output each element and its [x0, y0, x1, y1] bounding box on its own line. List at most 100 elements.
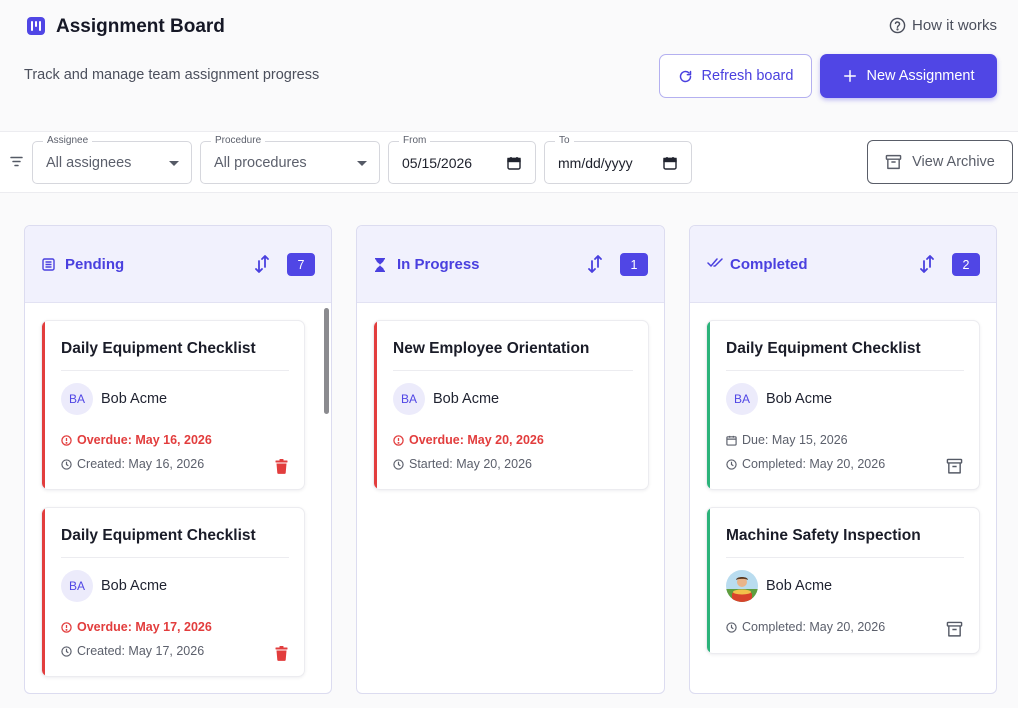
count-badge: 1 [620, 253, 648, 276]
archive-icon[interactable] [946, 621, 963, 638]
procedure-label: Procedure [211, 135, 266, 146]
overdue-date-text: Overdue: May 16, 2026 [77, 433, 212, 447]
page-title: Assignment Board [56, 16, 225, 37]
calendar-icon [726, 435, 737, 446]
in-progress-column: In Progress 1 New Employee Orientation B… [356, 225, 665, 694]
help-circle-icon [889, 17, 906, 34]
chevron-down-icon [357, 161, 367, 166]
how-it-works-label: How it works [911, 17, 997, 34]
due-date: Due: May 15, 2026 [726, 433, 848, 447]
completed-date-text: Completed: May 20, 2026 [742, 457, 886, 471]
calendar-icon[interactable] [663, 156, 677, 170]
chevron-down-icon [169, 161, 179, 166]
refresh-board-button[interactable]: Refresh board [659, 54, 812, 98]
alert-circle-icon [393, 434, 404, 446]
created-date-text: Created: May 16, 2026 [77, 457, 205, 471]
assignment-card[interactable]: New Employee Orientation BA Bob Acme Ove… [373, 320, 649, 490]
completed-column: Completed 2 Daily Equipment Checklist BA… [689, 225, 997, 694]
from-date-value: 05/15/2026 [402, 155, 473, 171]
count-badge: 7 [287, 253, 315, 276]
avatar: BA [61, 570, 93, 602]
assignment-card[interactable]: Daily Equipment Checklist BA Bob Acme Ov… [41, 320, 305, 490]
overdue-date: Overdue: May 16, 2026 [61, 433, 212, 447]
alert-circle-icon [61, 434, 72, 446]
assignment-card[interactable]: Daily Equipment Checklist BA Bob Acme Ov… [41, 507, 305, 677]
filter-icon [10, 156, 23, 167]
column-title: Pending [65, 256, 125, 273]
page-subtitle: Track and manage team assignment progres… [24, 67, 320, 83]
card-title: Daily Equipment Checklist [726, 340, 921, 357]
from-date-input[interactable]: From 05/15/2026 [388, 135, 536, 184]
to-date-value: mm/dd/yyyy [558, 155, 633, 171]
card-divider [726, 557, 964, 558]
sort-icon[interactable] [919, 255, 935, 273]
assignee-name: Bob Acme [101, 391, 168, 407]
clock-icon [726, 621, 737, 633]
assignee-value: All assignees [46, 155, 132, 171]
to-date-label: To [555, 135, 574, 146]
to-date-input[interactable]: To mm/dd/yyyy [544, 135, 692, 184]
clock-icon [726, 458, 737, 470]
view-archive-label: View Archive [912, 154, 995, 170]
clock-icon [393, 458, 404, 470]
avatar-photo [726, 570, 758, 602]
completed-column-header: Completed 2 [690, 226, 996, 303]
assignee-select[interactable]: Assignee All assignees [32, 135, 192, 184]
card-title: New Employee Orientation [393, 340, 590, 357]
new-assignment-label: New Assignment [866, 68, 975, 84]
view-archive-button[interactable]: View Archive [867, 140, 1013, 184]
card-divider [393, 370, 633, 371]
alert-circle-icon [61, 621, 72, 633]
created-date: Created: May 17, 2026 [61, 644, 204, 658]
how-it-works-link[interactable]: How it works [889, 17, 997, 34]
created-date-text: Created: May 17, 2026 [77, 644, 205, 658]
clock-icon [61, 645, 72, 657]
started-date-text: Started: May 20, 2026 [409, 457, 532, 471]
refresh-board-label: Refresh board [701, 68, 794, 84]
column-title: In Progress [397, 256, 480, 273]
archive-icon [885, 154, 902, 170]
due-date-text: Due: May 15, 2026 [742, 433, 848, 447]
scrollbar-thumb[interactable] [324, 308, 329, 414]
overdue-date: Overdue: May 20, 2026 [393, 433, 544, 447]
pending-column: Pending 7 Daily Equipment Checklist BA B… [24, 225, 332, 694]
card-title: Daily Equipment Checklist [61, 527, 256, 544]
completed-date: Completed: May 20, 2026 [726, 457, 885, 471]
sort-icon[interactable] [254, 255, 270, 273]
overdue-date-text: Overdue: May 17, 2026 [77, 620, 212, 634]
assignee-name: Bob Acme [101, 578, 168, 594]
completed-date: Completed: May 20, 2026 [726, 620, 885, 634]
card-divider [61, 557, 289, 558]
count-badge: 2 [952, 253, 980, 276]
hourglass-icon [375, 258, 385, 272]
sort-icon[interactable] [587, 255, 603, 273]
trash-icon[interactable] [275, 459, 288, 474]
assignment-card[interactable]: Machine Safety Inspection Bob Acme Compl… [706, 507, 980, 654]
archive-icon[interactable] [946, 458, 963, 475]
clock-icon [61, 458, 72, 470]
assignee-name: Bob Acme [433, 391, 500, 407]
procedure-value: All procedures [214, 155, 307, 171]
new-assignment-button[interactable]: New Assignment [820, 54, 997, 98]
card-title: Daily Equipment Checklist [61, 340, 256, 357]
card-divider [726, 370, 964, 371]
refresh-icon [679, 70, 691, 82]
created-date: Created: May 16, 2026 [61, 457, 204, 471]
avatar: BA [726, 383, 758, 415]
assignee-label: Assignee [43, 135, 93, 146]
page-header: Assignment Board Track and manage team a… [0, 0, 1018, 131]
calendar-icon[interactable] [507, 156, 521, 170]
started-date: Started: May 20, 2026 [393, 457, 532, 471]
assignee-name: Bob Acme [766, 578, 833, 594]
pending-column-header: Pending 7 [25, 226, 331, 303]
avatar: BA [61, 383, 93, 415]
from-date-label: From [399, 135, 431, 146]
trash-icon[interactable] [275, 646, 288, 661]
assignment-card[interactable]: Daily Equipment Checklist BA Bob Acme Du… [706, 320, 980, 490]
plus-icon [843, 70, 856, 82]
procedure-select[interactable]: Procedure All procedures [200, 135, 380, 184]
assignee-name: Bob Acme [766, 391, 833, 407]
avatar: BA [393, 383, 425, 415]
in-progress-column-header: In Progress 1 [357, 226, 664, 303]
filter-bar: Assignee All assignees Procedure All pro… [0, 131, 1018, 193]
